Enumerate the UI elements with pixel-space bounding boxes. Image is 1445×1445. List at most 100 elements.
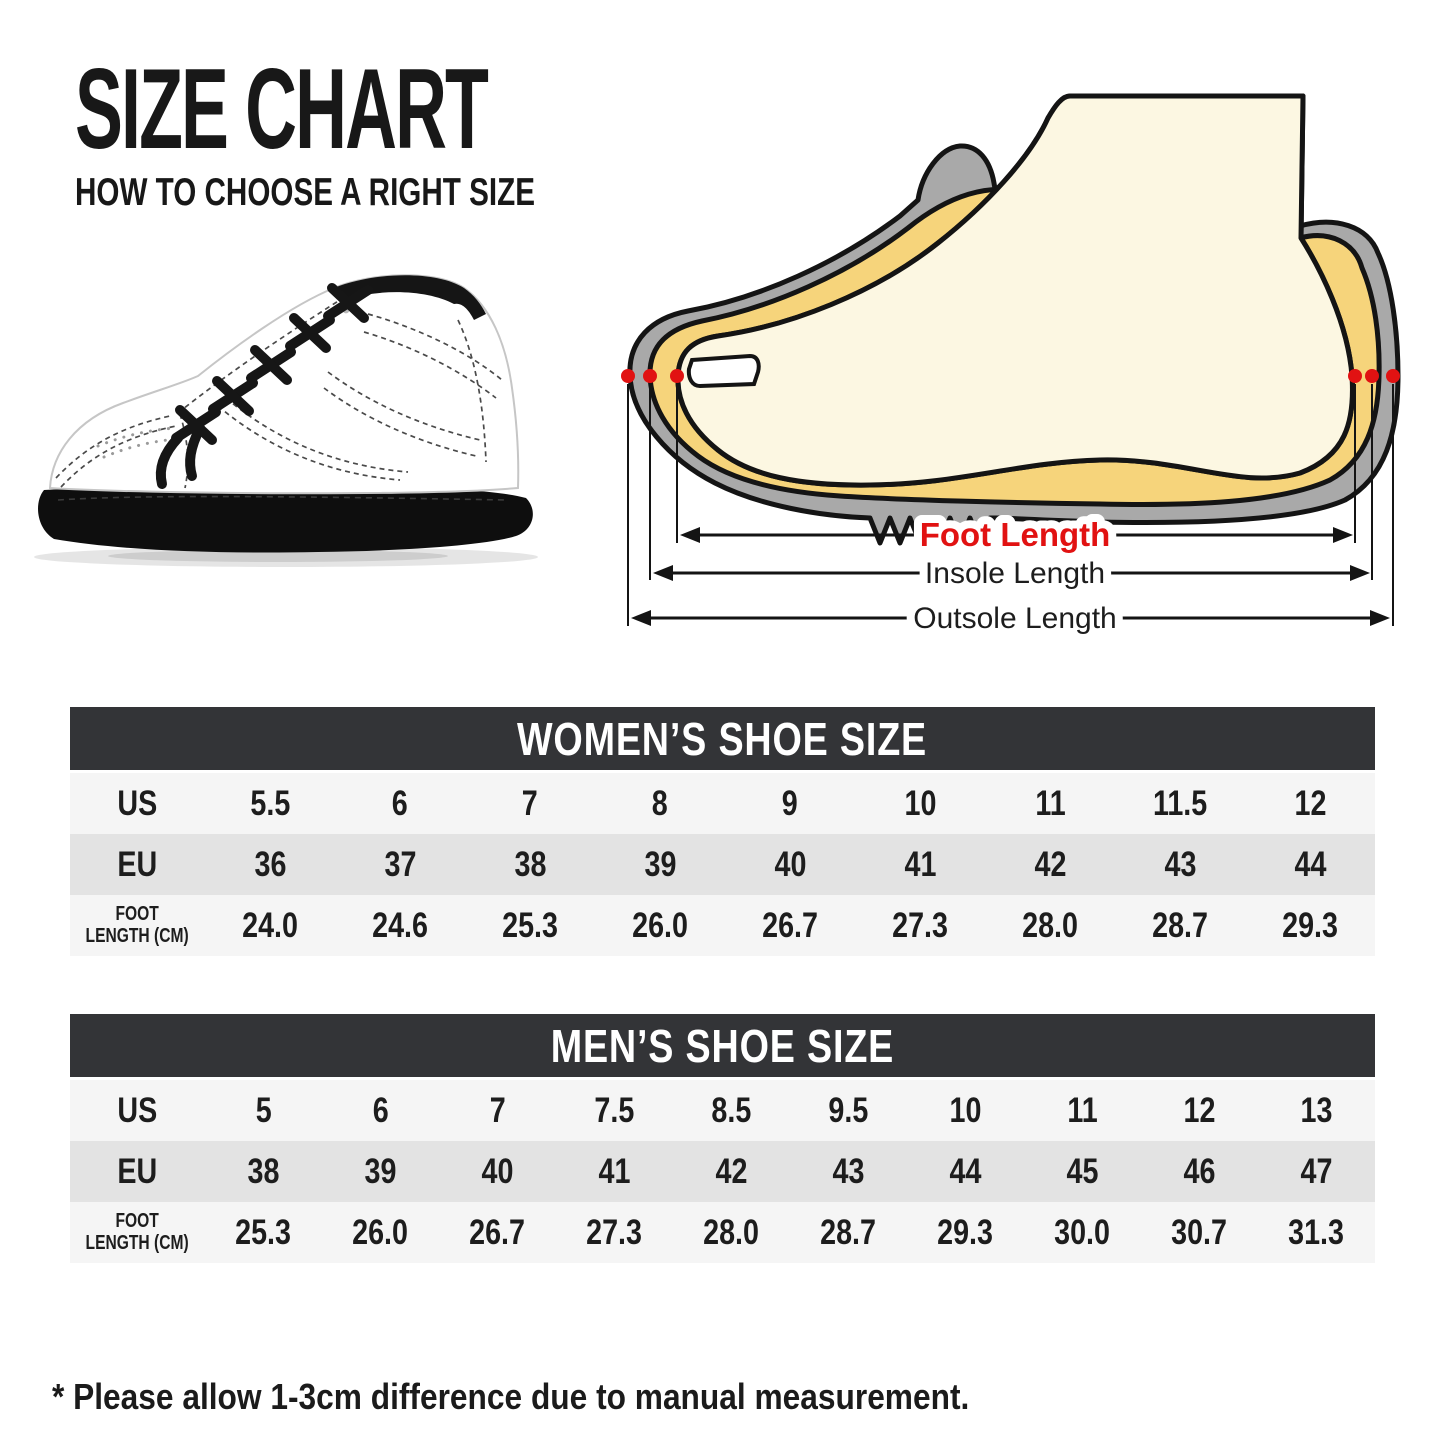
size-value-cell: 28.7: [1152, 905, 1208, 945]
size-value-cell: 36: [254, 844, 286, 884]
size-value-cell: 9: [782, 783, 798, 823]
insole-length-label: Insole Length: [925, 557, 1105, 590]
size-value-cell: 40: [774, 844, 806, 884]
size-value-cell: 25.3: [502, 905, 558, 945]
table-row-us: US 5.5 6 7 8 9 10 11 11.5 12: [70, 773, 1375, 834]
size-value-cell: 30.0: [1054, 1212, 1111, 1252]
page-title: SIZE CHART: [75, 46, 489, 173]
shoe-outsole: [38, 486, 533, 553]
size-value-cell: 26.7: [469, 1212, 526, 1252]
shoe-shadow-inner: [108, 550, 448, 562]
size-value-cell: 27.3: [892, 905, 948, 945]
row-label-cell: FOOT LENGTH (CM): [85, 902, 190, 947]
size-value-cell: 42: [1034, 844, 1066, 884]
womens-size-table: WOMEN’S SHOE SIZE US 5.5 6 7 8 9 10 11 11.5 12 EU 3…: [70, 707, 1375, 956]
table-row-foot-length: FOOT LENGTH (CM) 24.0 24.6 25.3 26.0 26.7 27.3 2…: [70, 895, 1375, 956]
size-value-cell: 38: [247, 1151, 280, 1191]
size-value-cell: 41: [904, 844, 936, 884]
size-value-cell: 37: [384, 844, 416, 884]
size-value-cell: 10: [904, 783, 936, 823]
table-row-eu: EU 36 37 38 39 40 41 42 43 44: [70, 834, 1375, 895]
mens-size-table: MEN’S SHOE SIZE US 5 6 7 7.5 8.5 9.5 10 11 12 13 EU…: [70, 1014, 1375, 1263]
dimension-arrows: [643, 533, 1378, 620]
size-value-cell: 42: [715, 1151, 748, 1191]
header-block: SIZE CHART HOW TO CHOOSE A RIGHT SIZE: [75, 46, 729, 214]
size-value-cell: 30.7: [1171, 1212, 1228, 1252]
measure-point-dots: [621, 369, 1400, 383]
size-value-cell: 45: [1066, 1151, 1099, 1191]
outsole-length-label: Outsole Length: [913, 602, 1116, 635]
size-value-cell: 7.5: [594, 1090, 635, 1130]
shoe-perforations: [96, 426, 180, 459]
size-value-cell: 8.5: [711, 1090, 752, 1130]
size-value-cell: 29.3: [1282, 905, 1338, 945]
diagram-guide-lines: [627, 384, 1394, 626]
row-label-cell: US: [117, 1090, 158, 1130]
row-label-cell: EU: [117, 1151, 158, 1191]
row-label-cell: US: [117, 783, 158, 823]
row-label-cell: FOOT LENGTH (CM): [85, 1209, 190, 1254]
size-value-cell: 24.6: [372, 905, 428, 945]
size-value-cell: 6: [392, 783, 408, 823]
foot-measure-diagram: Foot Length Insole Length Outsole Length: [621, 93, 1401, 643]
shoe-collar-trim: [334, 275, 486, 320]
diagram-toenail: [686, 353, 761, 389]
size-value-cell: 12: [1183, 1090, 1216, 1130]
measurement-footnote: * Please allow 1-3cm difference due to m…: [52, 1376, 970, 1417]
shoe-upper: [48, 274, 520, 495]
size-value-cell: 11.5: [1152, 783, 1208, 823]
size-value-cell: 43: [1164, 844, 1196, 884]
size-value-cell: 41: [598, 1151, 631, 1191]
size-value-cell: 25.3: [235, 1212, 292, 1252]
row-label-cell: EU: [117, 844, 158, 884]
table-row-us: US 5 6 7 7.5 8.5 9.5 10 11 12 13: [70, 1080, 1375, 1141]
size-value-cell: 10: [949, 1090, 982, 1130]
size-value-cell: 28.0: [1022, 905, 1078, 945]
size-value-cell: 5: [255, 1090, 272, 1130]
mens-table-rows: US 5 6 7 7.5 8.5 9.5 10 11 12 13 EU 38 39 40 41 42 43 44 45…: [70, 1080, 1375, 1263]
shoe-midsole-line: [57, 495, 509, 501]
size-value-cell: 38: [514, 844, 546, 884]
size-value-cell: 46: [1183, 1151, 1216, 1191]
size-value-cell: 26.0: [632, 905, 688, 945]
size-value-cell: 26.0: [352, 1212, 409, 1252]
table-row-eu: EU 38 39 40 41 42 43 44 45 46 47: [70, 1141, 1375, 1202]
arrow-heads: [631, 527, 1390, 626]
size-value-cell: 11: [1034, 783, 1066, 823]
size-value-cell: 31.3: [1288, 1212, 1345, 1252]
size-value-cell: 11: [1067, 1090, 1098, 1130]
size-value-cell: 9.5: [828, 1090, 869, 1130]
shoe-shadow: [34, 547, 538, 567]
size-value-cell: 8: [652, 783, 668, 823]
size-value-cell: 43: [832, 1151, 865, 1191]
size-value-cell: 7: [522, 783, 538, 823]
mens-table-title: MEN’S SHOE SIZE: [550, 1019, 895, 1072]
shoe-laces: [155, 283, 373, 489]
mens-table-header: MEN’S SHOE SIZE: [70, 1014, 1375, 1080]
table-row-foot-length: FOOT LENGTH (CM) 25.3 26.0 26.7 27.3 28.0 28.7 2…: [70, 1202, 1375, 1263]
size-value-cell: 39: [364, 1151, 397, 1191]
size-value-cell: 44: [949, 1151, 982, 1191]
size-value-cell: 44: [1294, 844, 1326, 884]
size-value-cell: 24.0: [242, 905, 298, 945]
size-value-cell: 47: [1300, 1151, 1333, 1191]
page-subtitle: HOW TO CHOOSE A RIGHT SIZE: [75, 170, 535, 214]
size-value-cell: 27.3: [586, 1212, 643, 1252]
size-value-cell: 39: [644, 844, 676, 884]
size-value-cell: 5.5: [250, 783, 290, 823]
size-value-cell: 12: [1294, 783, 1326, 823]
womens-table-rows: US 5.5 6 7 8 9 10 11 11.5 12 EU 36 37 38 39 40 41 42 43 44 F…: [70, 773, 1375, 956]
size-value-cell: 7: [489, 1090, 506, 1130]
size-value-cell: 40: [481, 1151, 514, 1191]
womens-table-header: WOMEN’S SHOE SIZE: [70, 707, 1375, 773]
foot-length-label: Foot Length: [920, 516, 1111, 553]
size-value-cell: 29.3: [937, 1212, 994, 1252]
sneaker-image: [34, 274, 538, 567]
size-value-cell: 28.0: [703, 1212, 760, 1252]
size-value-cell: 13: [1300, 1090, 1333, 1130]
size-value-cell: 6: [372, 1090, 389, 1130]
size-value-cell: 28.7: [820, 1212, 877, 1252]
size-value-cell: 26.7: [762, 905, 818, 945]
womens-table-title: WOMEN’S SHOE SIZE: [517, 712, 928, 765]
